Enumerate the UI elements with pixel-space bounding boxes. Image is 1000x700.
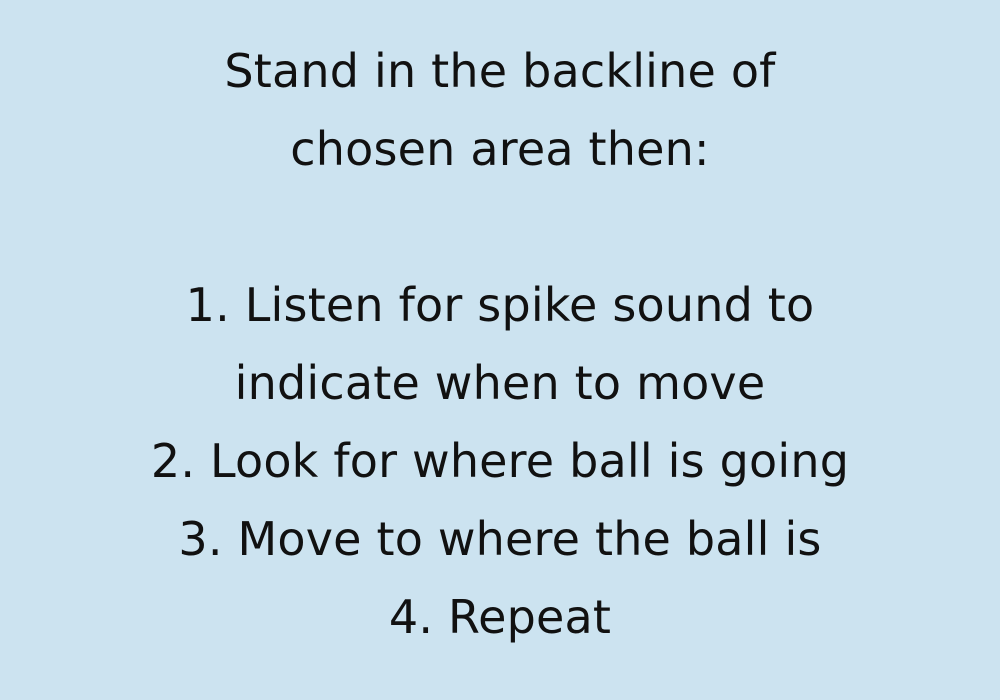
step-1-line-1: 1. Listen for spike sound to [185, 278, 815, 332]
heading-line-1: Stand in the backline of [224, 44, 776, 98]
step-1-line-2: indicate when to move [234, 356, 766, 410]
heading-line-2: chosen area then: [290, 122, 710, 176]
step-2: 2. Look for where ball is going [150, 434, 850, 488]
step-3: 3. Move to where the ball is [178, 512, 822, 566]
step-4: 4. Repeat [388, 590, 612, 644]
